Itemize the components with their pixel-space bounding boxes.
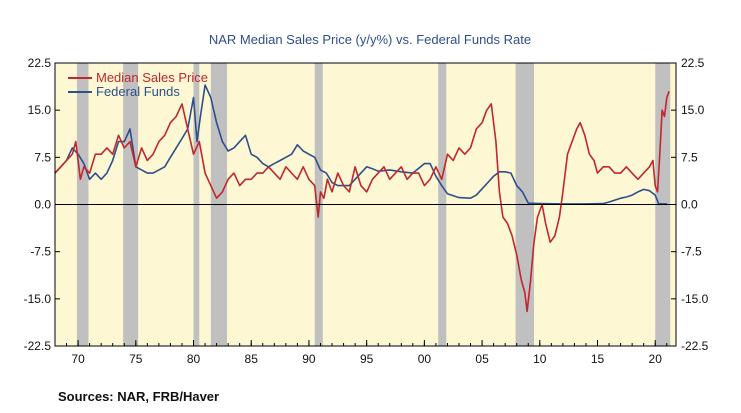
y-tick-label: 15.0	[28, 103, 52, 117]
y-tick-label: 7.5	[681, 150, 698, 164]
y-tick-label: -7.5	[30, 245, 51, 259]
y-axis-right: 22.5 15.0 7.5 0.0 -7.5 -15.0 -22.5	[671, 56, 709, 353]
x-tick-label: 00	[418, 352, 432, 366]
y-tick-label: -7.5	[681, 245, 702, 259]
legend-label: Federal Funds	[96, 84, 180, 99]
y-tick-label: -15.0	[24, 292, 52, 306]
x-tick-label: 75	[129, 352, 143, 366]
x-tick-label: 05	[475, 352, 489, 366]
y-tick-label: -22.5	[681, 339, 709, 353]
x-axis: 70 75 80 85 90 95 00 05 10 15 20	[54, 340, 668, 366]
y-tick-label: 7.5	[34, 150, 51, 164]
series-line	[54, 91, 670, 313]
series-lines	[54, 84, 670, 313]
y-tick-label: -22.5	[24, 339, 52, 353]
y-tick-label: 15.0	[681, 103, 705, 117]
y-tick-label: 0.0	[34, 198, 51, 212]
x-tick-label: 80	[187, 352, 201, 366]
x-tick-label: 85	[245, 352, 259, 366]
x-tick-label: 90	[302, 352, 316, 366]
y-tick-label: 22.5	[681, 56, 705, 70]
source-note: Sources: NAR, FRB/Haver	[58, 389, 219, 404]
legend-label: Median Sales Price	[96, 70, 208, 85]
x-tick-label: 70	[71, 352, 85, 366]
x-tick-label: 10	[533, 352, 547, 366]
x-tick-label: 20	[649, 352, 663, 366]
y-axis-left: 22.5 15.0 7.5 0.0 -7.5 -15.0 -22.5	[24, 56, 60, 353]
y-tick-label: 22.5	[28, 56, 52, 70]
y-tick-label: 0.0	[681, 198, 698, 212]
x-tick-label: 95	[360, 352, 374, 366]
y-tick-label: -15.0	[681, 292, 709, 306]
x-tick-label: 15	[591, 352, 605, 366]
chart-title: NAR Median Sales Price (y/y%) vs. Federa…	[209, 32, 531, 47]
series-line	[54, 84, 667, 205]
